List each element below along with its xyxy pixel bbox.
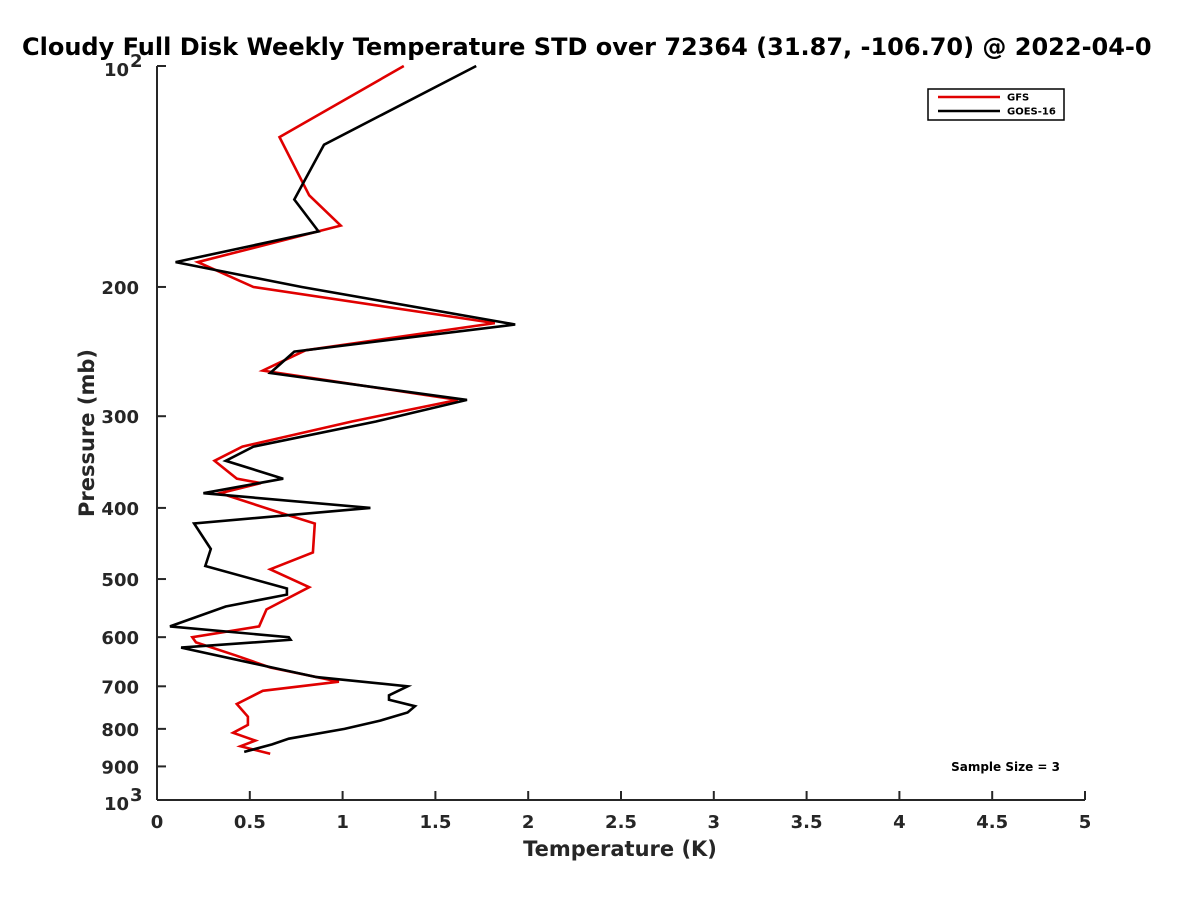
y-tick-label: 500 [101,570,139,591]
legend-box [927,88,1065,121]
chart-title: Cloudy Full Disk Weekly Temperature STD … [22,33,1152,61]
x-tick-label: 4.5 [976,812,1008,833]
x-tick-label: 5 [1079,812,1092,833]
sample-size-annotation: Sample Size = 3 [951,760,1060,774]
x-tick-label: 3 [708,812,721,833]
x-tick-label: 1.5 [419,812,451,833]
x-tick-label: 4 [893,812,906,833]
x-tick-label: 0 [151,812,164,833]
y-tick-label: 900 [101,757,139,778]
y-tick-label: 600 [101,628,139,649]
x-axis-label: Temperature (K) [523,837,717,861]
legend: GFS GOES-16 [927,88,1065,121]
legend-label: GOES-16 [1007,107,1056,118]
y-tick-label: 10 [104,60,129,81]
x-tick-label: 2 [522,812,535,833]
y-tick-label: 700 [101,677,139,698]
legend-label: GFS [1007,93,1029,104]
series-line-gfs [190,64,495,756]
x-tick-label: 1 [336,812,349,833]
x-tick-label: 2.5 [605,812,637,833]
series-line-goes-16 [169,64,516,754]
y-tick-exponent: 2 [130,51,143,72]
y-tick-label: 200 [101,278,139,299]
x-tick-label: 0.5 [234,812,266,833]
y-tick-label: 400 [101,499,139,520]
y-tick-exponent: 3 [130,785,143,806]
y-tick-label: 10 [104,794,129,815]
plot-area: 0 0.5 1 1.5 2 2.5 3 3.5 4 4.5 510 22003004005006007… [101,51,1091,833]
y-tick-label: 800 [101,720,139,741]
x-tick-label: 3.5 [791,812,823,833]
y-tick-label: 300 [101,407,139,428]
y-axis-label: Pressure (mb) [75,349,99,517]
